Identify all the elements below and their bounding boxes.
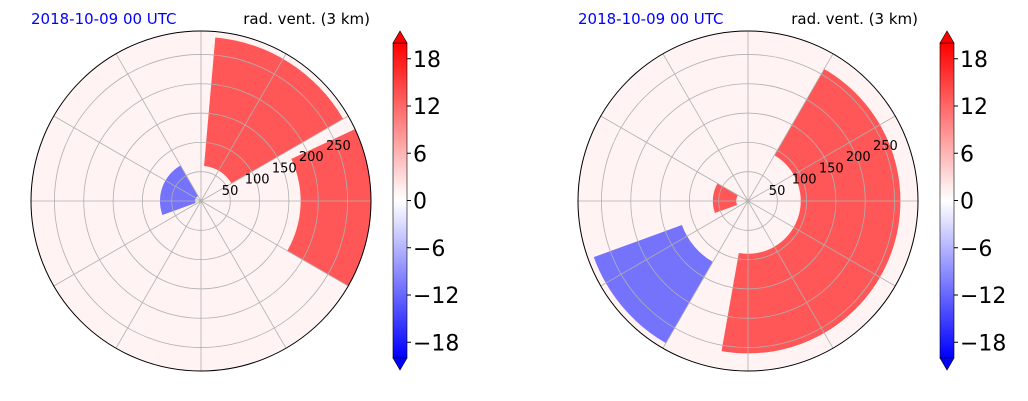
grid-spoke-300 bbox=[747, 200, 834, 349]
field-negative-2 bbox=[159, 165, 199, 216]
grid-spoke-150 bbox=[600, 115, 749, 202]
polar-plot-left bbox=[31, 31, 371, 371]
colorbar-tick-label: 12 bbox=[413, 95, 441, 120]
radial-tick-label: 100 bbox=[245, 173, 270, 188]
grid-spoke-240 bbox=[662, 200, 749, 349]
grid-spoke-60 bbox=[200, 53, 287, 202]
radial-tick-label: 150 bbox=[272, 161, 297, 176]
radial-tick-label: 200 bbox=[299, 150, 324, 165]
panel-right-variable-title: rad. vent. (3 km) bbox=[791, 10, 918, 28]
radial-tick-label: 250 bbox=[873, 139, 898, 154]
field-negative-1 bbox=[593, 225, 713, 344]
colorbar-body bbox=[392, 42, 408, 359]
colorbar-tick-label: −6 bbox=[960, 237, 992, 262]
colorbar-tick-label: −18 bbox=[413, 331, 459, 356]
colorbar-tick-label: −18 bbox=[960, 331, 1006, 356]
colorbar-tick-label: 6 bbox=[960, 142, 974, 167]
colorbar-tick-label: 18 bbox=[960, 48, 988, 73]
grid-spoke-150 bbox=[53, 115, 202, 202]
field-positive-0 bbox=[204, 37, 344, 184]
grid-spoke-240 bbox=[115, 200, 202, 349]
panel-right-date-title: 2018-10-09 00 UTC bbox=[578, 10, 724, 28]
colorbar-tick-label: −6 bbox=[413, 237, 445, 262]
radial-tick-label: 50 bbox=[769, 184, 786, 199]
colorbar-body bbox=[939, 42, 955, 359]
panel-left-date-title: 2018-10-09 00 UTC bbox=[31, 10, 177, 28]
colorbar-extend-max bbox=[392, 30, 408, 44]
grid-spoke-330 bbox=[200, 200, 349, 287]
panel-right: 2018-10-09 00 UTC rad. vent. (3 km) 50 10… bbox=[577, 10, 1006, 372]
colorbar-tick-label: −12 bbox=[413, 284, 459, 309]
radial-tick-label: 250 bbox=[326, 139, 351, 154]
colorbar-left: 18 12 6 0 −6 −12 −18 bbox=[392, 30, 459, 371]
grid-spoke-120 bbox=[115, 53, 202, 202]
colorbar-extend-min bbox=[939, 357, 955, 371]
radial-tick-label: 150 bbox=[819, 161, 844, 176]
colorbar-tick-label: −12 bbox=[960, 284, 1006, 309]
grid-spoke-210 bbox=[53, 200, 202, 287]
field-positive-1 bbox=[287, 129, 371, 286]
grid-spoke-330 bbox=[747, 200, 896, 287]
panel-left-variable-title: rad. vent. (3 km) bbox=[243, 10, 370, 28]
grid-spoke-60 bbox=[747, 53, 834, 202]
polar-plot-right bbox=[578, 31, 918, 371]
grid-spoke-120 bbox=[662, 53, 749, 202]
polar-plot-right-grid bbox=[578, 31, 918, 371]
panel-left: 2018-10-09 00 UTC rad. vent. (3 km) 50 10… bbox=[30, 10, 459, 372]
colorbar-tick-label: 18 bbox=[413, 48, 441, 73]
radial-tick-label: 100 bbox=[792, 173, 817, 188]
grid-spoke-30 bbox=[747, 115, 896, 202]
polar-plot-left-features bbox=[159, 37, 371, 286]
grid-spoke-300 bbox=[200, 200, 287, 349]
polar-plot-right-outline bbox=[577, 30, 919, 372]
field-positive-0 bbox=[721, 69, 901, 354]
radial-tick-label: 200 bbox=[846, 150, 871, 165]
colorbar-tick-label: 0 bbox=[413, 190, 427, 215]
colorbar-tick-label: 0 bbox=[960, 190, 974, 215]
colorbar-extend-max bbox=[939, 30, 955, 44]
grid-spoke-30 bbox=[200, 115, 349, 202]
polar-plot-left-grid bbox=[31, 31, 371, 371]
grid-spoke-210 bbox=[600, 200, 749, 287]
colorbar-extend-min bbox=[392, 357, 408, 371]
colorbar-tick-label: 6 bbox=[413, 142, 427, 167]
polar-plot-left-outline bbox=[30, 30, 372, 372]
colorbar-right: 18 12 6 0 −6 −12 −18 bbox=[939, 30, 1006, 371]
radial-tick-label: 50 bbox=[222, 184, 239, 199]
colorbar-tick-label: 12 bbox=[960, 95, 988, 120]
